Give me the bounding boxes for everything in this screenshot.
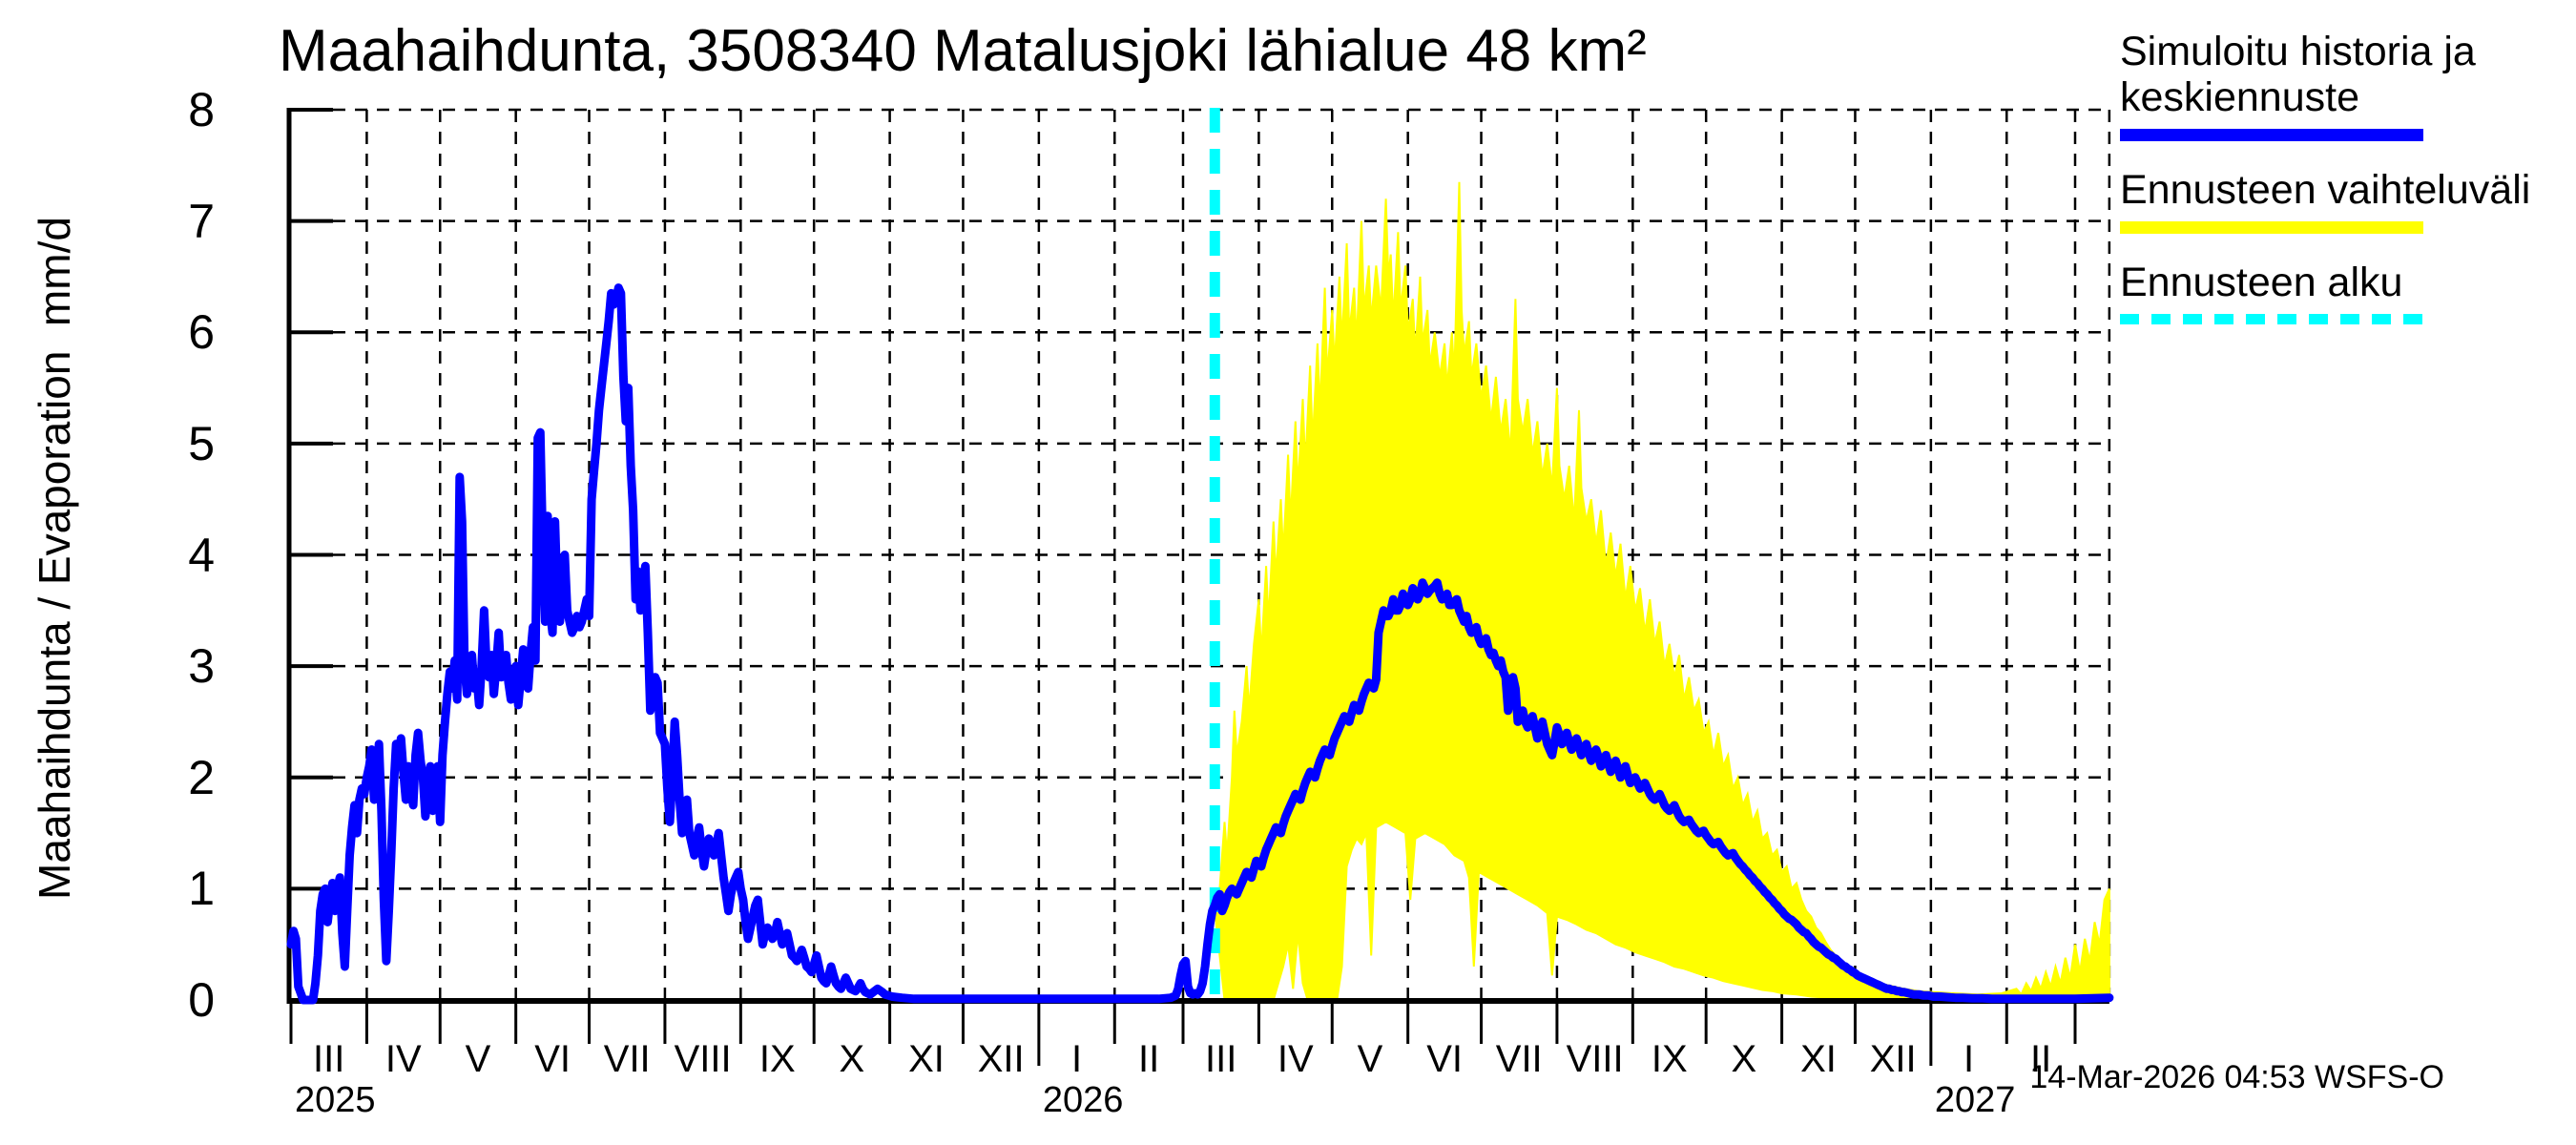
- month-label: I: [1071, 1038, 1083, 1080]
- y-tick-4: 4: [188, 528, 215, 582]
- legend-swatch-simulated-history: [2120, 129, 2423, 141]
- legend-swatch-forecast-range: [2120, 221, 2423, 234]
- legend-label: Simuloitu historia ja keskiennuste: [2120, 29, 2476, 120]
- month-label: VI: [1426, 1038, 1463, 1080]
- month-label: II: [2030, 1038, 2052, 1080]
- axes: [286, 108, 2109, 1066]
- chart-title: Maahaihdunta, 3508340 Matalusjoki lähial…: [279, 18, 1647, 84]
- month-label: IV: [1277, 1038, 1314, 1080]
- month-label: I: [1963, 1038, 1975, 1080]
- month-label: IX: [758, 1038, 796, 1080]
- legend: Simuloitu historia ja keskiennuste Ennuste…: [2120, 29, 2559, 350]
- month-label: III: [1205, 1038, 1237, 1080]
- year-label-2025: 2025: [295, 1080, 376, 1120]
- legend-label: Ennusteen alku: [2120, 260, 2403, 305]
- y-tick-3: 3: [188, 639, 215, 694]
- y-tick-5: 5: [188, 416, 215, 470]
- year-label-2026: 2026: [1042, 1080, 1124, 1120]
- y-tick-6: 6: [188, 305, 215, 360]
- month-label: VIII: [674, 1038, 732, 1080]
- month-label: III: [313, 1038, 345, 1080]
- month-label: VIII: [1566, 1038, 1624, 1080]
- month-label: XI: [1800, 1038, 1837, 1080]
- month-label: IV: [384, 1038, 422, 1080]
- forecast-range-band: [1214, 181, 2110, 1001]
- month-label: IX: [1651, 1038, 1688, 1080]
- y-tick-8: 8: [188, 83, 215, 136]
- month-label: XI: [908, 1038, 945, 1080]
- month-label: VI: [534, 1038, 571, 1080]
- y-tick-0: 0: [188, 973, 215, 1027]
- month-label: VII: [603, 1038, 651, 1080]
- month-label: X: [1731, 1038, 1757, 1080]
- month-label: II: [1138, 1038, 1160, 1080]
- y-tick-2: 2: [188, 750, 215, 804]
- legend-label: Ennusteen vaihteluväli: [2120, 167, 2531, 213]
- legend-swatch-forecast-start: [2120, 314, 2423, 324]
- month-label: V: [1357, 1038, 1383, 1080]
- month-label: XII: [977, 1038, 1025, 1080]
- legend-item-forecast-start: Ennusteen alku: [2120, 260, 2559, 324]
- timestamp: 14-Mar-2026 04:53 WSFS-O: [2029, 1059, 2444, 1095]
- y-tick-1: 1: [188, 862, 215, 916]
- legend-item-forecast-range: Ennusteen vaihteluväli: [2120, 167, 2559, 234]
- median-line: [286, 283, 2114, 1005]
- year-label-2027: 2027: [1934, 1080, 2016, 1120]
- y-axis-label: Maahaihdunta / Evaporation mm/d: [30, 217, 79, 900]
- month-label: X: [839, 1038, 865, 1080]
- month-label: XII: [1869, 1038, 1917, 1080]
- y-tick-7: 7: [188, 194, 215, 248]
- month-label: VII: [1495, 1038, 1543, 1080]
- month-label: V: [465, 1038, 491, 1080]
- legend-item-simulated-history: Simuloitu historia ja keskiennuste: [2120, 29, 2559, 141]
